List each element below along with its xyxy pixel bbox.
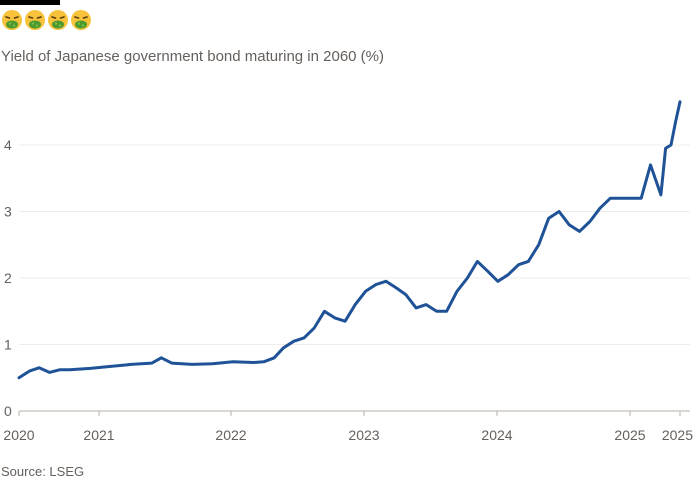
nauseated-face-icon	[71, 10, 91, 30]
x-tick-label: 2020	[3, 427, 34, 443]
y-tick-labels: 0 1 2 3 4	[4, 137, 12, 419]
x-tick-label: 2022	[215, 427, 246, 443]
x-tick-label: 2023	[348, 427, 379, 443]
nauseated-face-icon	[25, 10, 45, 30]
nauseated-face-icon	[2, 10, 22, 30]
chart-area: 0 1 2 3 4 2020 2021 2022 2023 2024 2025 2025	[3, 100, 693, 443]
top-accent-bar	[0, 0, 60, 5]
y-tick-label: 1	[4, 337, 12, 353]
x-tick-label: 2021	[83, 427, 114, 443]
x-tick-labels: 2020 2021 2022 2023 2024 2025 2025	[3, 427, 693, 443]
y-tick-label: 4	[4, 137, 12, 153]
nauseated-face-icon	[48, 10, 68, 30]
series-line-yield	[17, 100, 682, 380]
y-tick-label: 0	[4, 403, 12, 419]
x-axis	[18, 410, 690, 416]
x-tick-label: 2024	[481, 427, 512, 443]
x-tick-label: 2025	[614, 427, 645, 443]
chart-subtitle: Yield of Japanese government bond maturi…	[1, 48, 385, 65]
emoji-row	[1, 9, 92, 33]
source-note: Source: LSEG	[1, 464, 85, 479]
y-tick-label: 3	[4, 204, 12, 220]
x-tick-label: 2025	[662, 427, 693, 443]
grid-lines	[19, 144, 690, 345]
y-tick-label: 2	[4, 270, 12, 286]
